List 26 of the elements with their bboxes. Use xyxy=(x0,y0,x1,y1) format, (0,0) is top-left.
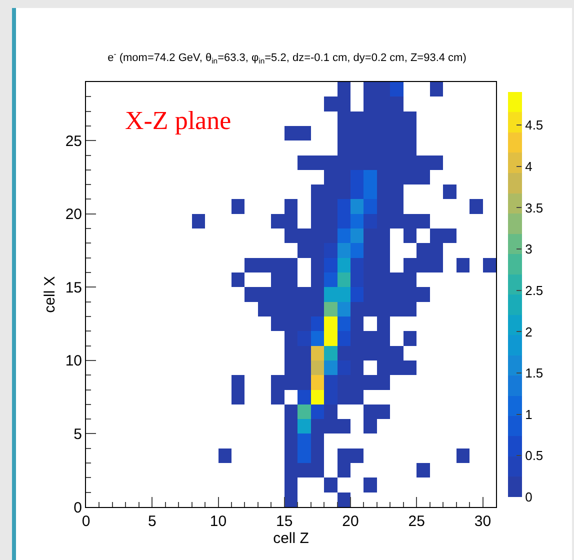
y-tick-label: 15 xyxy=(65,279,82,296)
y-tick-label: 5 xyxy=(74,426,82,443)
x-tick-label: 30 xyxy=(474,513,492,530)
x-tick-label: 20 xyxy=(342,513,359,530)
chart-title: e$^{-}$ (mom=74.2 GeV, θ$_{in}$=63.3, φ$_{in}$=5.2, dz=-0.1 cm, dy=0.2 cm, Z=93.4 cm) xyxy=(108,49,466,66)
color-bar-label: 3.5 xyxy=(525,200,544,216)
x-tick-label: 15 xyxy=(276,513,293,530)
x-tick-label: 5 xyxy=(148,513,156,530)
color-bar-label: 0 xyxy=(525,490,532,505)
color-bar-label: 1 xyxy=(525,406,532,422)
y-axis-title: cell X xyxy=(42,276,59,313)
color-bar-label: 4 xyxy=(525,158,532,174)
y-tick-label: 0 xyxy=(74,499,82,516)
color-bar-label: 1.5 xyxy=(525,366,544,381)
x-axis-title: cell Z xyxy=(273,530,309,547)
y-tick-label: 25 xyxy=(65,132,82,150)
color-bar-label: 4.5 xyxy=(525,118,544,133)
color-bar-label: 2.5 xyxy=(525,282,544,298)
y-tick-label: 10 xyxy=(65,352,82,370)
x-tick-label: 10 xyxy=(210,513,227,530)
color-bar-label: 0.5 xyxy=(525,448,544,464)
y-tick-label: 20 xyxy=(65,206,82,224)
x-tick-label: 25 xyxy=(408,513,425,530)
annotation: X-Z plane xyxy=(125,106,232,135)
color-bar-label: 3 xyxy=(525,242,532,257)
color-bar-label: 2 xyxy=(525,324,532,340)
